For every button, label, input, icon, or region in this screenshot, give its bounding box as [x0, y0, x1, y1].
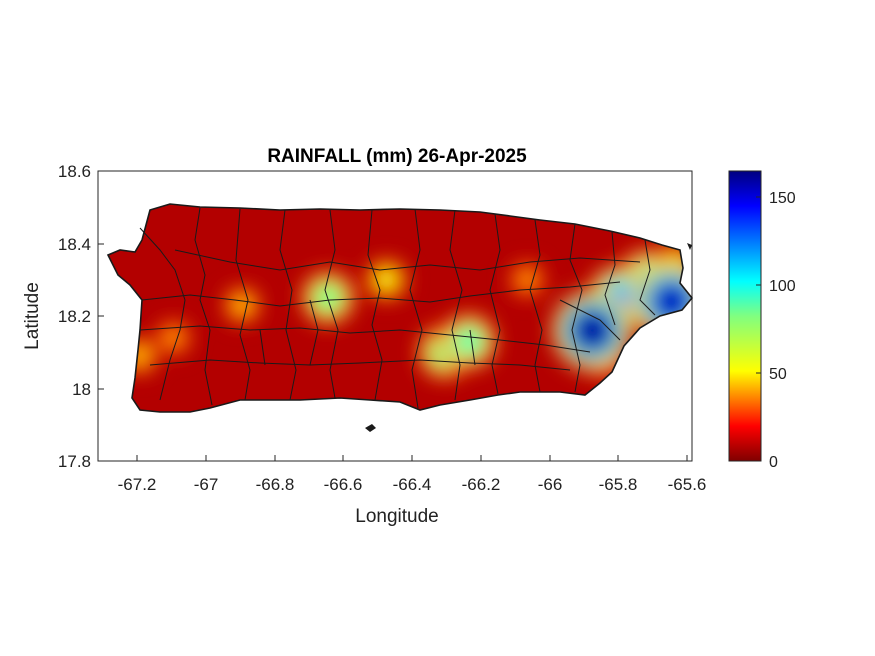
rainfall-hotspot: [517, 270, 537, 290]
y-tick-label: 18.4: [58, 235, 91, 254]
chart-title: RAINFALL (mm) 26-Apr-2025: [267, 146, 527, 167]
x-tick-label: -66: [538, 475, 563, 494]
y-tick-label: 17.8: [58, 452, 91, 471]
rainfall-hotspot: [454, 327, 483, 356]
x-tick-label: -66.6: [324, 475, 363, 494]
y-axis-label: Latitude: [22, 282, 43, 350]
colorbar-tick-label: 150: [769, 190, 796, 207]
x-tick-label: -67.2: [118, 475, 157, 494]
x-tick-label: -66.4: [393, 475, 432, 494]
y-tick-label: 18: [72, 380, 91, 399]
municipality-borders: [139, 207, 656, 409]
colorbar: [728, 170, 762, 462]
x-tick-label: -65.8: [599, 475, 638, 494]
colorbar-tick-label: 50: [769, 366, 787, 383]
x-tick-label: -66.8: [256, 475, 295, 494]
x-tick-label: -66.2: [462, 475, 501, 494]
rainfall-hotspot: [232, 295, 253, 315]
x-tick-label: -65.6: [668, 475, 707, 494]
rainfall-hotspot: [375, 269, 398, 291]
colorbar-tick-label: 100: [769, 278, 796, 295]
y-axis-ticks: 18.6 18.4 18.2 18 17.8: [58, 162, 104, 471]
rainfall-hotspot: [571, 309, 613, 352]
colorbar-tick-label: 0: [769, 454, 778, 471]
caja-de-muertos-island: [365, 424, 376, 432]
x-tick-label: -67: [194, 475, 219, 494]
rainfall-hotspot: [164, 328, 183, 348]
colorbar-ticks: 150 100 50 0: [756, 190, 796, 471]
x-axis-label: Longitude: [355, 506, 438, 527]
y-tick-label: 18.2: [58, 307, 91, 326]
offshore-islet: [687, 243, 692, 250]
rainfall-field: [108, 204, 692, 412]
x-axis-ticks: -67.2 -67 -66.8 -66.6 -66.4 -66.2 -66 -6…: [118, 455, 707, 494]
y-tick-label: 18.6: [58, 162, 91, 181]
